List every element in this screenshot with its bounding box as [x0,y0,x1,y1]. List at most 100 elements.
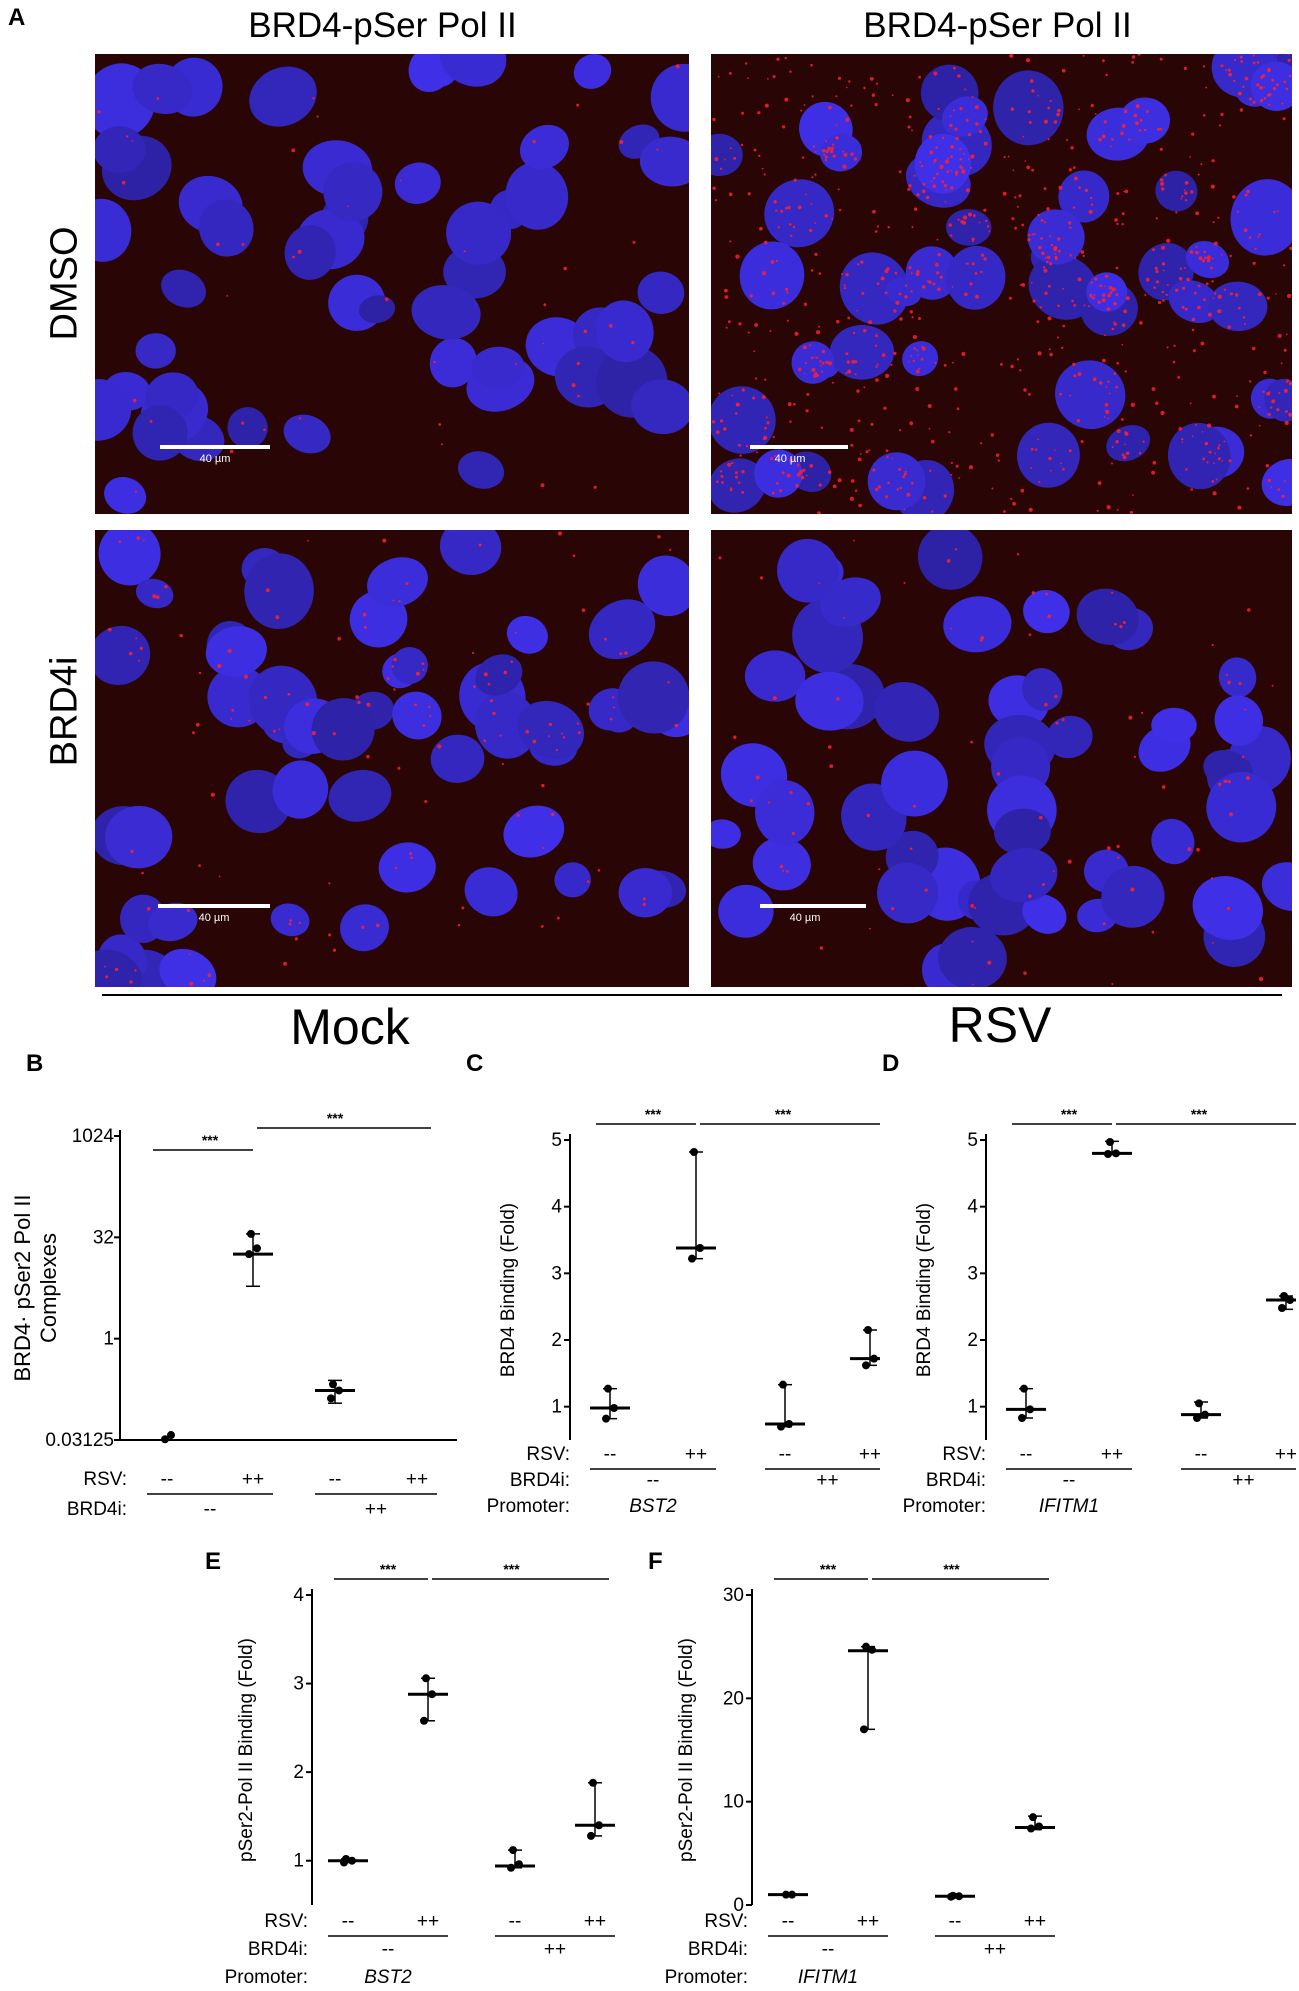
signal-dot [929,150,933,155]
signal-dot [576,103,580,107]
chart-panel-d: 1 2 3 4 5 BRD4 Binding (Fold) *** *** RSV: -- ++ --… [903,1106,1296,1517]
nucleus [617,661,689,734]
signal-dot [457,924,461,927]
signal-dot [642,902,646,907]
promoter-name: IFITM1 [1039,1496,1099,1517]
signal-dot [195,722,200,727]
signal-dot [711,420,716,424]
signal-dot [1217,309,1222,314]
signal-dot [217,663,222,669]
signal-dot [1113,302,1117,306]
scale-bar [158,904,270,908]
nucleus [1046,715,1093,759]
signal-dot [724,288,728,293]
signal-dot [724,158,726,161]
signal-dot [503,670,508,675]
signal-dot [825,140,827,143]
signal-dot [1159,147,1163,151]
nucleus [1022,894,1067,934]
rsv-row-value: ++ [406,1469,428,1490]
signal-dot [851,359,856,364]
signal-dot [1123,309,1128,314]
signal-dot [397,766,401,770]
signal-dot [188,953,191,956]
signal-dot [1229,254,1232,258]
signal-dot [972,983,974,986]
nucleus [378,842,436,893]
signal-dot [857,419,861,423]
signal-dot [932,282,936,286]
signal-dot [409,852,413,856]
signal-dot [922,189,926,193]
signal-dot [263,428,266,432]
signal-dot [924,888,928,892]
signal-dot [1048,456,1052,461]
signal-dot [814,222,817,225]
signal-dot [971,940,974,943]
signal-dot [829,764,834,768]
signal-dot [1046,260,1049,264]
signal-dot [899,429,902,432]
signal-dot [1260,75,1264,79]
signal-dot [1258,424,1261,427]
signal-dot [1183,267,1186,269]
signal-dot [1102,59,1105,63]
signal-dot [790,234,793,237]
signal-dot [1211,877,1214,880]
signal-dot [764,378,767,381]
signal-dot [311,731,316,736]
signal-dot [1257,235,1260,238]
nucleus [1023,589,1070,634]
signal-dot [850,104,853,107]
signal-dot [907,187,911,191]
data-point [422,1674,430,1683]
nucleus [457,451,505,489]
signal-dot [210,792,215,797]
signal-dot [835,136,839,140]
nucleus [1106,425,1151,462]
signal-dot [730,462,733,465]
signal-dot [1099,381,1103,385]
signal-dot [903,472,907,476]
signal-dot [927,280,929,283]
data-point [696,1244,704,1252]
signal-dot [1117,856,1120,859]
signal-dot [612,696,615,699]
signal-dot [1198,256,1203,261]
signal-dot [198,864,201,867]
signal-dot [1263,86,1265,89]
signal-dot [541,783,545,788]
signal-dot [1003,156,1006,159]
signal-dot [1016,358,1019,361]
signal-dot [1031,168,1034,172]
signal-dot [1116,192,1120,196]
nucleus [464,867,518,917]
signal-dot [1211,257,1214,260]
signal-dot [189,981,194,986]
signal-dot [785,287,789,291]
signal-dot [1107,380,1110,383]
signal-dot [723,427,727,431]
signal-dot [1073,374,1077,378]
signal-dot [836,320,840,324]
signal-dot [984,118,986,120]
signal-dot [1166,284,1169,286]
scale-bar [760,904,866,908]
signal-dot [750,799,753,803]
signal-dot [845,117,850,122]
signal-dot [733,156,737,160]
signal-dot [1276,83,1279,86]
rsv-row-value: -- [161,1469,174,1490]
signal-dot [1177,376,1181,379]
signal-dot [990,433,994,437]
signal-dot [997,459,1000,462]
signal-dot [1010,107,1014,111]
signal-dot [827,470,832,475]
signal-dot [1285,410,1288,413]
signal-dot [1181,441,1184,444]
signal-dot [931,510,934,513]
signal-dot [869,77,874,81]
signal-dot [843,284,846,287]
signal-dot [1206,461,1209,464]
signal-dot [203,979,206,982]
